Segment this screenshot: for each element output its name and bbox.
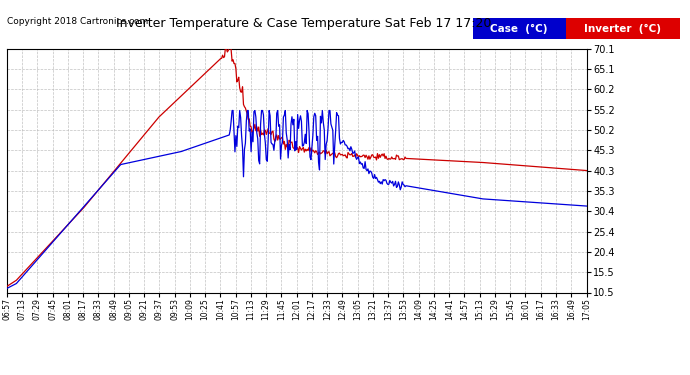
Text: Copyright 2018 Cartronics.com: Copyright 2018 Cartronics.com — [7, 17, 148, 26]
Text: Inverter Temperature & Case Temperature Sat Feb 17 17:20: Inverter Temperature & Case Temperature … — [116, 17, 491, 30]
Text: Inverter  (°C): Inverter (°C) — [584, 24, 661, 33]
Text: Case  (°C): Case (°C) — [491, 24, 548, 33]
